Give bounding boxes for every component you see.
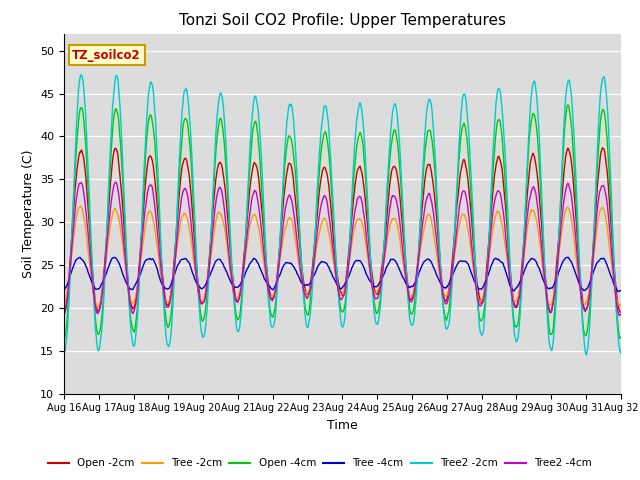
Tree -2cm [93,304,101,310]
Tree2 -2cm [617,350,625,356]
Tree -2cm [257,239,264,244]
Open -2cm [617,310,625,315]
Open -2cm [60,311,68,317]
Tree2 -2cm [582,352,590,358]
Line: Tree -4cm: Tree -4cm [64,257,621,291]
Tree2 -4cm [432,229,440,235]
Open -4cm [60,337,68,343]
Open -2cm [599,145,607,151]
Tree2 -4cm [617,312,625,317]
Tree -4cm [400,276,408,281]
Tree -2cm [60,302,68,308]
Open -2cm [431,197,439,203]
Tree2 -2cm [228,272,236,278]
Tree2 -2cm [60,350,68,356]
Tree2 -2cm [277,217,285,223]
Tree -2cm [127,298,134,303]
Open -4cm [228,265,236,271]
Open -2cm [228,264,236,270]
Tree2 -2cm [432,164,440,170]
Tree -2cm [617,301,625,307]
Open -4cm [276,234,284,240]
Tree2 -4cm [256,214,264,220]
Open -4cm [255,149,263,155]
Tree -4cm [228,281,236,287]
Title: Tonzi Soil CO2 Profile: Upper Temperatures: Tonzi Soil CO2 Profile: Upper Temperatur… [179,13,506,28]
Tree -4cm [617,288,625,293]
Tree -2cm [278,245,285,251]
Tree -2cm [401,274,409,280]
Tree -2cm [229,288,237,294]
Tree2 -4cm [277,242,285,248]
Open -4cm [564,102,572,108]
Tree -4cm [125,286,133,291]
Tree -4cm [431,267,439,273]
Open -2cm [125,291,133,297]
Line: Open -4cm: Open -4cm [64,105,621,340]
Tree2 -2cm [126,315,134,321]
Tree2 -2cm [256,132,264,138]
Tree -4cm [276,271,284,277]
X-axis label: Time: Time [327,419,358,432]
Line: Tree2 -4cm: Tree2 -4cm [64,182,621,315]
Line: Tree -2cm: Tree -2cm [64,206,621,307]
Tree2 -4cm [401,264,408,269]
Tree -4cm [615,288,623,294]
Tree -2cm [77,203,84,209]
Open -2cm [276,235,284,240]
Tree2 -4cm [126,300,134,306]
Tree2 -4cm [616,312,623,318]
Open -2cm [400,238,408,243]
Tree -4cm [255,264,263,269]
Line: Open -2cm: Open -2cm [64,148,621,314]
Tree2 -4cm [60,311,68,317]
Line: Tree2 -2cm: Tree2 -2cm [64,75,621,355]
Open -4cm [125,301,133,307]
Open -4cm [431,169,439,175]
Text: TZ_soilco2: TZ_soilco2 [72,49,141,62]
Tree -2cm [433,251,440,256]
Open -2cm [255,181,263,187]
Tree2 -2cm [77,72,85,78]
Tree2 -4cm [228,280,236,286]
Open -4cm [617,335,625,341]
Tree -4cm [60,287,68,292]
Y-axis label: Soil Temperature (C): Soil Temperature (C) [22,149,35,278]
Tree2 -4cm [112,179,120,185]
Open -4cm [400,228,408,234]
Tree -4cm [564,254,572,260]
Tree2 -2cm [401,234,408,240]
Legend: Open -2cm, Tree -2cm, Open -4cm, Tree -4cm, Tree2 -2cm, Tree2 -4cm: Open -2cm, Tree -2cm, Open -4cm, Tree -4… [44,454,596,472]
